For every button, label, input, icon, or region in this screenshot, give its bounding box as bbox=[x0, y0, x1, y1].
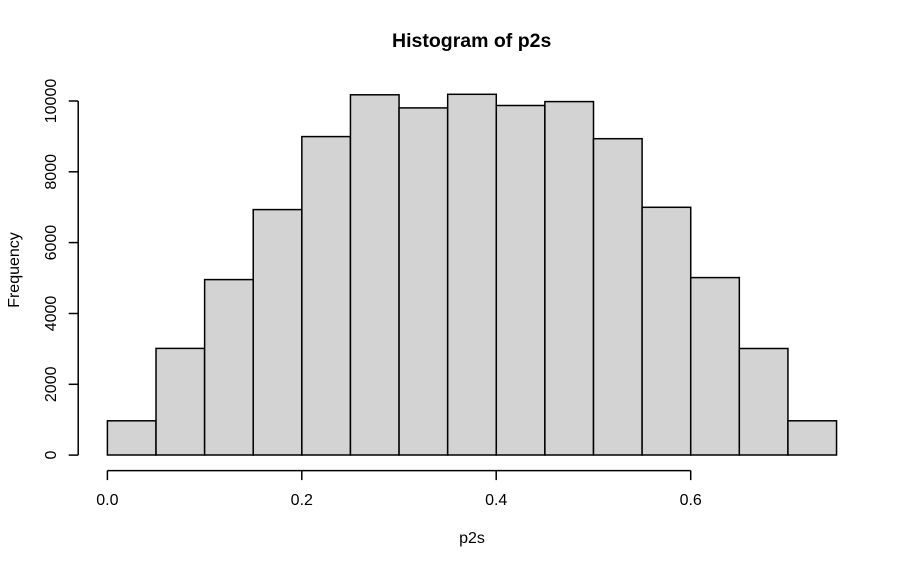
svg-text:8000: 8000 bbox=[43, 154, 60, 190]
svg-text:Frequency: Frequency bbox=[6, 232, 23, 308]
svg-text:0.4: 0.4 bbox=[485, 492, 507, 509]
svg-text:0.2: 0.2 bbox=[291, 492, 313, 509]
svg-text:0: 0 bbox=[43, 451, 60, 460]
svg-text:p2s: p2s bbox=[459, 530, 485, 547]
svg-text:0.0: 0.0 bbox=[96, 492, 118, 509]
svg-text:Histogram of p2s: Histogram of p2s bbox=[392, 30, 551, 52]
svg-text:10000: 10000 bbox=[43, 79, 60, 124]
svg-text:2000: 2000 bbox=[43, 366, 60, 402]
svg-text:6000: 6000 bbox=[43, 225, 60, 261]
svg-text:4000: 4000 bbox=[43, 296, 60, 332]
svg-text:0.6: 0.6 bbox=[680, 492, 702, 509]
